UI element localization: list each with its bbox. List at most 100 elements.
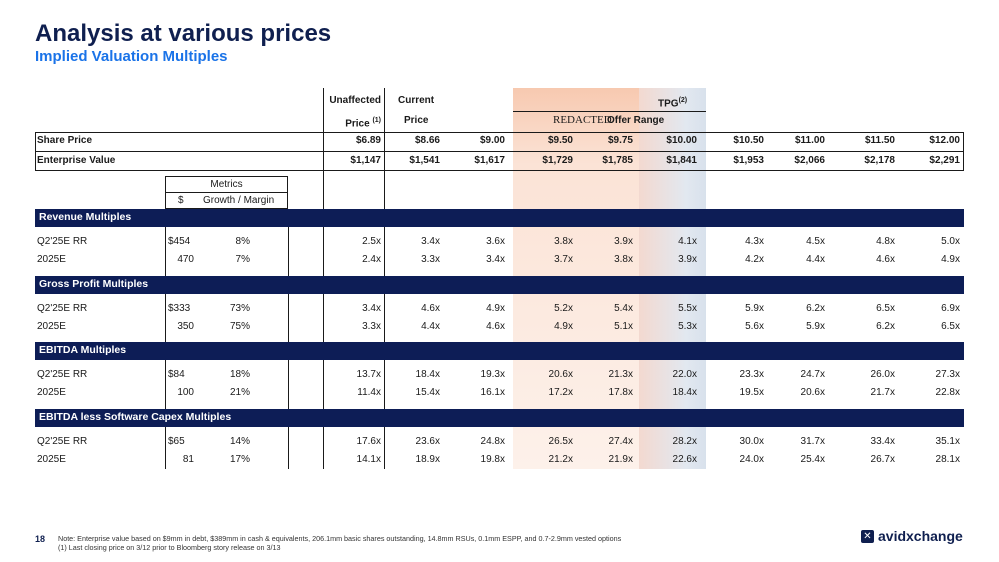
logo-mark-icon: ✕ xyxy=(861,530,874,543)
page-subtitle: Implied Valuation Multiples xyxy=(35,48,228,65)
footnote-1: (1) Last closing price on 3/12 prior to … xyxy=(58,543,281,552)
share-price-value: $11.00 xyxy=(794,135,825,146)
multiple-value: 5.2x xyxy=(554,303,573,314)
multiple-value: 30.0x xyxy=(739,436,764,447)
row-label: 2025E xyxy=(37,454,66,465)
multiple-value: 4.9x xyxy=(554,321,573,332)
multiple-value: 3.9x xyxy=(614,236,633,247)
multiple-value: 27.4x xyxy=(608,436,633,447)
redacted-label: REDACTED xyxy=(553,114,612,126)
row-label: Q2'25E RR xyxy=(37,436,88,447)
share-price-value: $9.75 xyxy=(607,135,633,146)
multiple-value: 4.3x xyxy=(745,236,764,247)
multiple-value: 26.5x xyxy=(548,436,573,447)
share-price-value: $9.00 xyxy=(479,135,505,146)
offer-range-label: Offer Range xyxy=(607,115,665,126)
multiple-value: 4.9x xyxy=(941,254,960,265)
share-price-value: $8.66 xyxy=(414,135,440,146)
logo-text: avidxchange xyxy=(878,528,963,544)
multiple-value: 19.5x xyxy=(739,387,764,398)
multiple-value: 28.2x xyxy=(672,436,697,447)
enterprise-value-value: $1,147 xyxy=(350,155,381,166)
enterprise-value-value: $1,729 xyxy=(542,155,573,166)
section-header-bar: EBITDA Multiples xyxy=(35,342,964,360)
unaffected-left-line xyxy=(323,88,324,170)
enterprise-value-value: $2,178 xyxy=(864,155,895,166)
enterprise-value-value: $1,617 xyxy=(474,155,505,166)
table-right-line xyxy=(963,132,964,170)
multiple-value: 5.4x xyxy=(614,303,633,314)
multiple-value: 14.1x xyxy=(356,454,381,465)
multiple-value: 2.4x xyxy=(362,254,381,265)
multiple-value: 18.4x xyxy=(672,387,697,398)
multiple-value: 3.7x xyxy=(554,254,573,265)
row-label: 2025E xyxy=(37,387,66,398)
multiple-value: 17.6x xyxy=(356,436,381,447)
multiple-value: 4.4x xyxy=(421,321,440,332)
section-title: EBITDA less Software Capex Multiples xyxy=(39,411,232,423)
row-growth: 7% xyxy=(235,254,250,265)
tpg-label: TPG(2) xyxy=(658,97,688,110)
multiple-value: 5.5x xyxy=(678,303,697,314)
multiple-value: 4.6x xyxy=(486,321,505,332)
row-metric: 350 xyxy=(177,321,194,332)
row-metric: $65 xyxy=(168,436,185,447)
enterprise-value-label: Enterprise Value xyxy=(37,155,116,166)
share-price-value: $11.50 xyxy=(864,135,895,146)
multiple-value: 35.1x xyxy=(935,436,960,447)
section-title: Gross Profit Multiples xyxy=(39,278,149,290)
row-metric: $333 xyxy=(168,303,191,314)
multiple-value: 23.3x xyxy=(739,369,764,380)
enterprise-value-value: $1,841 xyxy=(666,155,697,166)
multiple-value: 17.2x xyxy=(548,387,573,398)
multiple-value: 6.2x xyxy=(806,303,825,314)
multiple-value: 33.4x xyxy=(870,436,895,447)
multiple-value: 21.9x xyxy=(608,454,633,465)
multiple-value: 15.4x xyxy=(415,387,440,398)
enterprise-value-value: $2,066 xyxy=(794,155,825,166)
current-price-label: Price xyxy=(404,115,429,126)
unaffected-right-line xyxy=(384,88,385,170)
section-header-bar: Gross Profit Multiples xyxy=(35,276,964,294)
row-growth: 21% xyxy=(229,387,250,398)
row-growth: 18% xyxy=(229,369,250,380)
multiple-value: 24.8x xyxy=(480,436,505,447)
multiple-value: 24.0x xyxy=(739,454,764,465)
multiple-value: 5.6x xyxy=(745,321,764,332)
table-top-line xyxy=(35,132,964,133)
multiple-value: 21.3x xyxy=(608,369,633,380)
multiple-value: 19.3x xyxy=(480,369,505,380)
multiple-value: 22.0x xyxy=(672,369,697,380)
metric-left-line xyxy=(165,210,166,469)
current-label: Current xyxy=(398,95,435,106)
row-metric: 470 xyxy=(177,254,194,265)
multiple-value: 4.8x xyxy=(876,236,895,247)
multiple-value: 31.7x xyxy=(800,436,825,447)
row-growth: 75% xyxy=(229,321,250,332)
share-price-label: Share Price xyxy=(37,135,93,146)
multiple-value: 3.9x xyxy=(678,254,697,265)
metrics-title: Metrics xyxy=(210,179,243,190)
multiple-value: 5.0x xyxy=(941,236,960,247)
row-label: Q2'25E RR xyxy=(37,236,88,247)
multiple-value: 3.4x xyxy=(362,303,381,314)
multiple-value: 24.7x xyxy=(800,369,825,380)
multiple-value: 3.6x xyxy=(486,236,505,247)
multiple-value: 3.4x xyxy=(421,236,440,247)
multiple-value: 21.7x xyxy=(870,387,895,398)
multiple-value: 4.6x xyxy=(876,254,895,265)
multiple-value: 4.1x xyxy=(678,236,697,247)
table-left-line xyxy=(35,132,36,170)
row-growth: 17% xyxy=(229,454,250,465)
multiple-value: 3.3x xyxy=(421,254,440,265)
share-price-value: $10.50 xyxy=(733,135,764,146)
multiple-value: 5.9x xyxy=(745,303,764,314)
metrics-growth-col: Growth / Margin xyxy=(203,195,275,206)
multiple-value: 26.0x xyxy=(870,369,895,380)
share-price-value: $12.00 xyxy=(929,135,960,146)
row-label: 2025E xyxy=(37,254,66,265)
metrics-box-divider xyxy=(165,192,288,193)
table-mid-line xyxy=(35,151,964,152)
multiple-value: 3.8x xyxy=(554,236,573,247)
table-bottom-line xyxy=(35,170,964,171)
